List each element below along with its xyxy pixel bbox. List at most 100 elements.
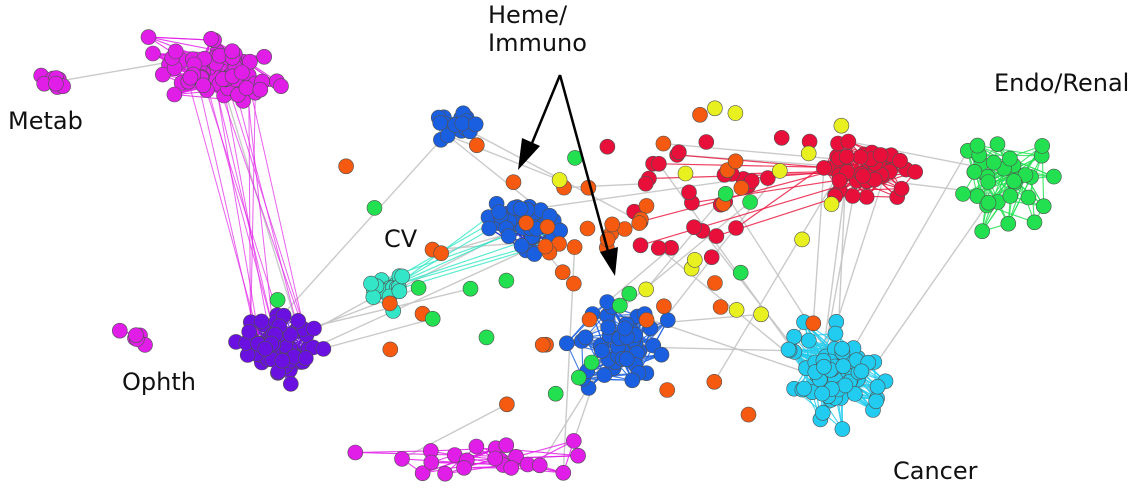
network-node bbox=[728, 302, 745, 318]
network-node bbox=[800, 145, 817, 162]
network-node bbox=[534, 336, 551, 353]
network-node bbox=[759, 170, 776, 186]
network-node bbox=[869, 378, 886, 395]
network-node bbox=[892, 152, 908, 169]
network-node bbox=[717, 186, 734, 202]
network-node bbox=[128, 327, 144, 344]
network-node bbox=[565, 433, 582, 449]
network-edge bbox=[275, 139, 442, 323]
network-node bbox=[733, 180, 750, 196]
network-node bbox=[505, 174, 522, 190]
network-node bbox=[989, 136, 1006, 152]
arrow-right-head bbox=[600, 247, 618, 276]
label-cv: CV bbox=[384, 225, 418, 253]
network-node bbox=[394, 451, 410, 467]
network-node bbox=[257, 340, 274, 357]
network-edge bbox=[1007, 155, 1043, 224]
network-node bbox=[816, 160, 832, 176]
network-node bbox=[558, 335, 575, 352]
network-node bbox=[831, 172, 848, 189]
arrow-right-shaft bbox=[558, 74, 611, 256]
network-node bbox=[166, 86, 183, 103]
network-node bbox=[112, 322, 128, 339]
network-node bbox=[653, 346, 670, 363]
network-node bbox=[410, 280, 427, 296]
network-node bbox=[637, 175, 654, 192]
network-node bbox=[632, 237, 649, 254]
network-node bbox=[708, 228, 725, 244]
network-node bbox=[269, 292, 286, 308]
network-node bbox=[707, 100, 723, 117]
network-node bbox=[671, 144, 687, 160]
label-heme-line2: Immuno bbox=[488, 28, 587, 57]
network-node bbox=[499, 396, 515, 413]
network-node bbox=[1002, 188, 1019, 204]
network-node bbox=[698, 134, 715, 150]
network-node bbox=[468, 438, 485, 455]
label-endo-renal: Endo/Renal bbox=[994, 69, 1130, 97]
network-node bbox=[612, 297, 628, 314]
network-node bbox=[835, 358, 852, 375]
network-node bbox=[727, 153, 744, 170]
network-edge bbox=[447, 134, 542, 211]
network-node bbox=[966, 164, 983, 180]
network-node bbox=[391, 283, 408, 300]
network-node bbox=[273, 78, 289, 94]
network-node bbox=[656, 298, 672, 315]
network-node bbox=[855, 168, 871, 184]
network-node bbox=[423, 454, 440, 471]
network-edge bbox=[205, 80, 279, 348]
network-node bbox=[834, 421, 851, 437]
network-node bbox=[753, 306, 769, 323]
network-node bbox=[1000, 215, 1017, 232]
network-node bbox=[833, 117, 850, 134]
network-node bbox=[155, 66, 171, 83]
network-node bbox=[456, 459, 472, 476]
network-node bbox=[531, 457, 548, 474]
network-node bbox=[727, 105, 744, 121]
network-node bbox=[433, 245, 450, 261]
network-edge bbox=[215, 77, 304, 330]
network-edge bbox=[606, 247, 672, 303]
network-node bbox=[498, 272, 515, 289]
network-edge bbox=[527, 178, 744, 211]
network-node bbox=[638, 198, 655, 214]
network-node bbox=[382, 341, 399, 358]
network-node bbox=[347, 444, 364, 461]
network-node bbox=[1026, 214, 1043, 231]
network-node bbox=[827, 325, 844, 342]
network-node bbox=[290, 312, 307, 329]
network-node bbox=[907, 164, 924, 180]
network-node bbox=[253, 313, 270, 330]
network-node bbox=[167, 43, 184, 60]
network-node bbox=[274, 352, 291, 369]
network-node bbox=[844, 188, 861, 204]
network-node bbox=[554, 264, 571, 281]
network-node bbox=[740, 406, 757, 423]
network-node bbox=[677, 165, 694, 182]
network-edge bbox=[210, 68, 280, 354]
network-edge bbox=[401, 403, 508, 460]
network-node bbox=[256, 48, 273, 65]
network-node bbox=[577, 329, 594, 346]
label-heme-immuno: Heme/ Immuno bbox=[488, 1, 587, 57]
network-edge bbox=[852, 150, 969, 349]
network-node bbox=[604, 216, 621, 233]
network-node bbox=[467, 116, 484, 133]
network-node bbox=[638, 281, 654, 298]
network-node bbox=[780, 341, 797, 358]
network-node bbox=[468, 137, 485, 153]
network-node bbox=[48, 75, 64, 92]
network-node bbox=[805, 315, 822, 332]
network-node bbox=[796, 380, 812, 397]
network-node bbox=[145, 45, 161, 62]
network-node bbox=[439, 127, 456, 144]
network-node bbox=[381, 295, 398, 312]
network-node bbox=[1046, 168, 1062, 185]
network-node bbox=[306, 320, 322, 337]
network-node bbox=[570, 369, 587, 386]
network-edge bbox=[993, 145, 1043, 164]
network-edge bbox=[148, 36, 215, 41]
network-edge bbox=[182, 60, 263, 351]
network-node bbox=[617, 320, 633, 337]
